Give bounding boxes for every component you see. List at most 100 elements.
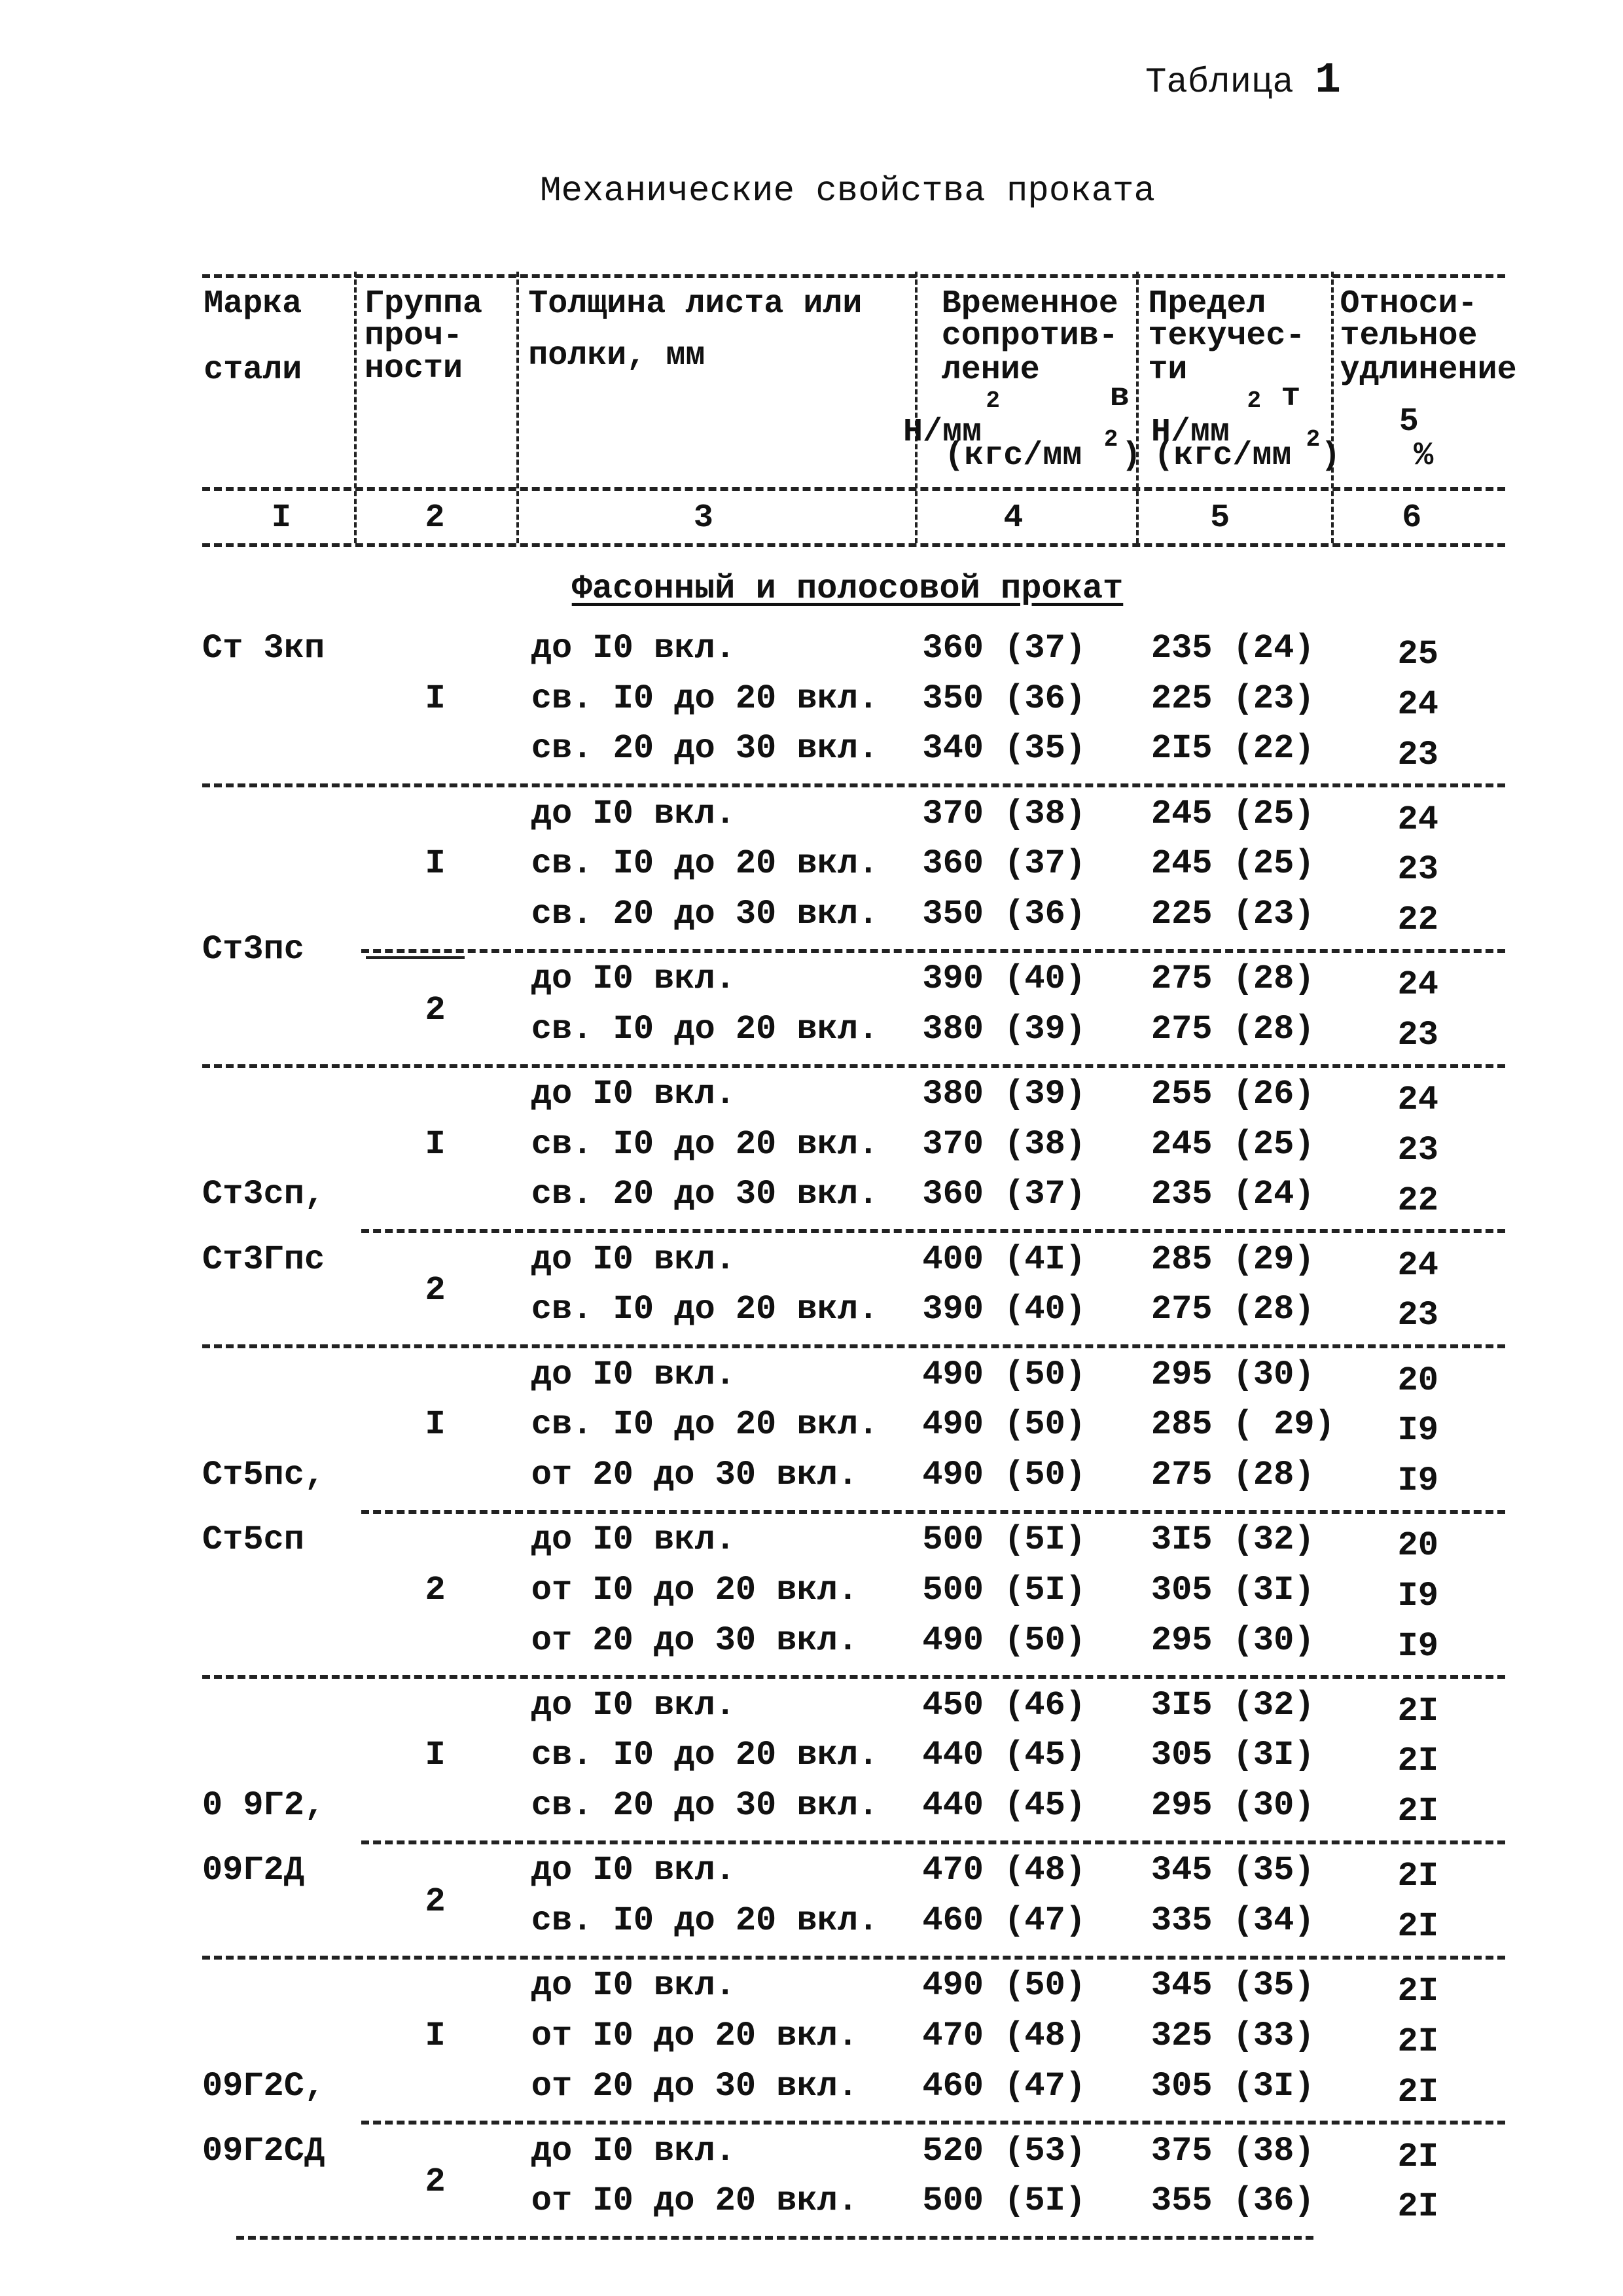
header-group: Группа xyxy=(364,285,483,323)
group-divider xyxy=(361,1509,1506,1514)
elongation-cell: I9 xyxy=(1397,1576,1438,1615)
yield-cell: 325 (33) xyxy=(1150,2016,1315,2055)
block-divider xyxy=(202,783,1506,788)
thickness-cell: до I0 вкл. xyxy=(531,794,736,833)
elongation-cell: 24 xyxy=(1397,685,1438,724)
section-title-text: Фасонный и полосовой прокат xyxy=(571,569,1124,608)
thickness-cell: св. 20 до 30 вкл. xyxy=(531,729,879,768)
header-yield-sub: т xyxy=(1281,378,1301,416)
elongation-cell: 2I xyxy=(1397,1907,1438,1946)
yield-cell: 295 (30) xyxy=(1150,1355,1315,1394)
header-tensile: Временное xyxy=(941,285,1118,323)
yield-cell: 345 (35) xyxy=(1150,1851,1315,1890)
header-thickness: полки, мм xyxy=(528,336,705,374)
tensile-cell: 500 (5I) xyxy=(922,1570,1086,1609)
header-elongation: удлинение xyxy=(1340,351,1517,389)
thickness-cell: до I0 вкл. xyxy=(531,1520,736,1560)
tensile-cell: 450 (46) xyxy=(922,1685,1086,1725)
column-divider xyxy=(354,271,357,543)
strength-group-cell: 2 xyxy=(425,1570,446,1609)
group-divider xyxy=(361,2121,1506,2125)
yield-cell: 335 (34) xyxy=(1150,1901,1315,1940)
thickness-cell: св. 20 до 30 вкл. xyxy=(531,895,879,934)
strength-group-cell: I xyxy=(425,1736,446,1775)
elongation-cell: 22 xyxy=(1397,901,1438,940)
elongation-cell: 23 xyxy=(1397,1296,1438,1335)
tensile-cell: 460 (47) xyxy=(922,2066,1086,2106)
thickness-cell: св. I0 до 20 вкл. xyxy=(531,1901,879,1940)
thickness-cell: до I0 вкл. xyxy=(531,1685,736,1725)
yield-cell: 275 (28) xyxy=(1150,1009,1315,1049)
yield-cell: 245 (25) xyxy=(1150,1124,1315,1164)
elongation-cell: 20 xyxy=(1397,1526,1438,1566)
header-tensile-unit: Н/мм xyxy=(903,413,982,451)
header-yield-close: ) xyxy=(1321,437,1341,475)
tensile-cell: 490 (50) xyxy=(922,1455,1086,1494)
tensile-cell: 490 (50) xyxy=(922,1405,1086,1444)
yield-cell: 245 (25) xyxy=(1150,794,1315,833)
column-number: 2 xyxy=(425,499,445,537)
elongation-cell: I9 xyxy=(1397,1626,1438,1666)
tensile-cell: 400 (4I) xyxy=(922,1240,1086,1279)
tensile-cell: 350 (36) xyxy=(922,679,1086,718)
steel-grade-cell: Ст5сп xyxy=(202,1520,304,1560)
yield-cell: 345 (35) xyxy=(1150,1966,1315,2005)
tensile-cell: 440 (45) xyxy=(922,1736,1086,1775)
thickness-cell: св. I0 до 20 вкл. xyxy=(531,1405,879,1444)
thickness-cell: от 20 до 30 вкл. xyxy=(531,2066,859,2106)
elongation-cell: I9 xyxy=(1397,1411,1438,1450)
tensile-cell: 490 (50) xyxy=(922,1966,1086,2005)
yield-cell: 275 (28) xyxy=(1150,960,1315,999)
header-group: проч- xyxy=(364,317,463,355)
column-number: 4 xyxy=(1003,499,1024,537)
yield-cell: 295 (30) xyxy=(1150,1786,1315,1825)
caption-number: 1 xyxy=(1315,56,1341,105)
strength-group-cell: I xyxy=(425,1405,446,1444)
thickness-cell: св. I0 до 20 вкл. xyxy=(531,679,879,718)
thickness-cell: до I0 вкл. xyxy=(531,2131,736,2170)
strength-group-cell: I xyxy=(425,679,446,718)
group-underline xyxy=(366,956,465,960)
yield-cell: 305 (3I) xyxy=(1150,1570,1315,1609)
group-divider xyxy=(361,1840,1506,1844)
elongation-cell: 2I xyxy=(1397,1857,1438,1896)
tensile-cell: 440 (45) xyxy=(922,1786,1086,1825)
steel-grade-cell: 09Г2Д xyxy=(202,1851,304,1890)
thickness-cell: до I0 вкл. xyxy=(531,960,736,999)
steel-grade-cell: 09Г2СД xyxy=(202,2131,325,2170)
tensile-cell: 390 (40) xyxy=(922,960,1086,999)
yield-cell: 255 (26) xyxy=(1150,1075,1315,1114)
header-bottom-border xyxy=(202,543,1506,547)
elongation-cell: 2I xyxy=(1397,1691,1438,1731)
header-elongation-percent: % xyxy=(1414,437,1434,475)
steel-grade-cell: Ст3Гпс xyxy=(202,1240,325,1279)
tensile-cell: 350 (36) xyxy=(922,895,1086,934)
column-number: 6 xyxy=(1402,499,1422,537)
elongation-cell: 24 xyxy=(1397,965,1438,1005)
strength-group-cell: 2 xyxy=(425,2162,446,2202)
header-tensile-sub: в xyxy=(1109,378,1130,416)
yield-cell: 3I5 (32) xyxy=(1150,1685,1315,1725)
yield-cell: 225 (23) xyxy=(1150,679,1315,718)
strength-group-cell: I xyxy=(425,1124,446,1164)
table-caption: Таблица 1 xyxy=(1145,56,1341,105)
elongation-cell: 23 xyxy=(1397,735,1438,774)
header-top-border xyxy=(202,274,1506,279)
header-yield: ти xyxy=(1148,351,1188,389)
elongation-cell: 22 xyxy=(1397,1181,1438,1220)
tensile-cell: 380 (39) xyxy=(922,1075,1086,1114)
column-divider xyxy=(516,271,520,543)
thickness-cell: св. I0 до 20 вкл. xyxy=(531,1009,879,1049)
strength-group-cell: 2 xyxy=(425,1882,446,1921)
tensile-cell: 460 (47) xyxy=(922,1901,1086,1940)
block-divider xyxy=(202,1344,1506,1349)
header-group: ности xyxy=(364,350,463,387)
yield-cell: 305 (3I) xyxy=(1150,1736,1315,1775)
elongation-cell: 24 xyxy=(1397,1081,1438,1120)
thickness-cell: от 20 до 30 вкл. xyxy=(531,1455,859,1494)
yield-cell: 245 (25) xyxy=(1150,844,1315,884)
yield-cell: 2I5 (22) xyxy=(1150,729,1315,768)
elongation-cell: 2I xyxy=(1397,2022,1438,2061)
tensile-cell: 360 (37) xyxy=(922,629,1086,668)
tensile-cell: 470 (48) xyxy=(922,2016,1086,2055)
